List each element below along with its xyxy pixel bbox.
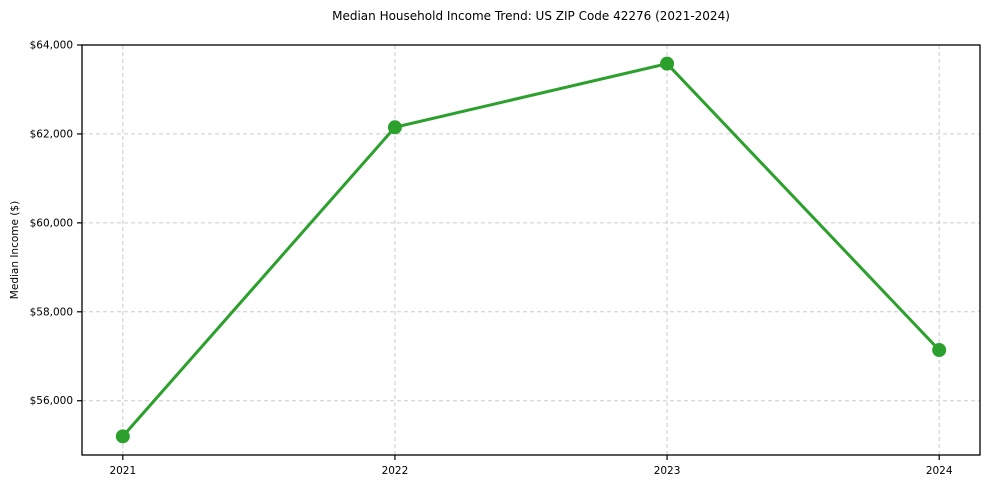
data-point-marker	[115, 429, 130, 444]
data-point-marker	[660, 56, 675, 71]
x-tick-label: 2022	[382, 465, 409, 477]
y-tick-label: $56,000	[30, 395, 73, 407]
y-tick-label: $60,000	[30, 217, 73, 229]
y-tick-label: $58,000	[30, 306, 73, 318]
plot-border	[81, 44, 981, 456]
data-point-marker	[932, 343, 947, 358]
x-tick-label: 2024	[926, 465, 953, 477]
x-tick-label: 2023	[654, 465, 681, 477]
y-tick-label: $64,000	[30, 40, 73, 52]
data-line	[121, 62, 941, 438]
y-tick-label: $62,000	[30, 128, 73, 140]
chart-title: Median Household Income Trend: US ZIP Co…	[332, 9, 730, 23]
data-point-marker	[387, 120, 402, 135]
x-tick-label: 2021	[109, 465, 136, 477]
